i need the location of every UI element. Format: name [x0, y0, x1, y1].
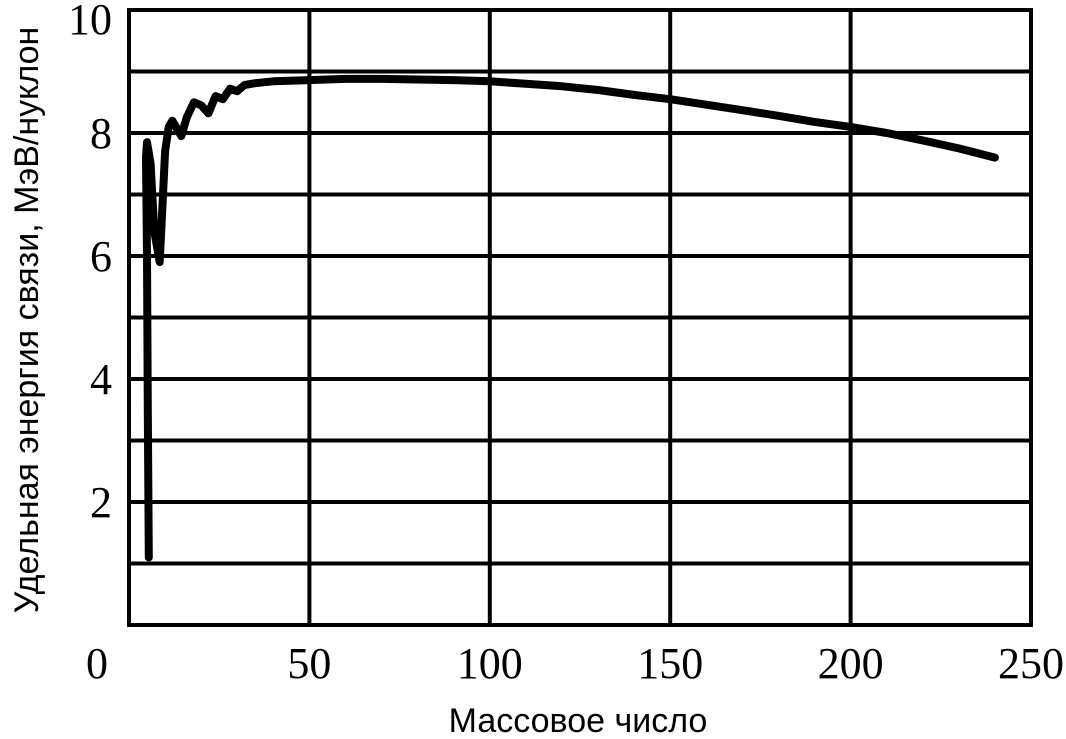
grid [129, 10, 1031, 625]
y-tick-label: 8 [90, 109, 112, 158]
y-tick-label: 10 [68, 0, 112, 44]
y-tick-label: 6 [90, 232, 112, 281]
x-axis-title: Массовое число [449, 702, 708, 739]
x-tick-label: 0 [86, 639, 108, 688]
x-tick-label: 250 [998, 639, 1064, 688]
x-tick-label: 200 [818, 639, 884, 688]
y-axis-title: Удельная энергия связи, МэВ/нуклон [8, 27, 46, 614]
x-tick-labels: 0 50 100 150 200 250 [86, 639, 1064, 688]
x-tick-label: 50 [287, 639, 331, 688]
y-tick-label: 2 [90, 478, 112, 527]
x-tick-label: 100 [457, 639, 523, 688]
y-tick-labels: 2 4 6 8 10 [68, 0, 112, 527]
plot-frame [127, 8, 1033, 627]
x-tick-label: 150 [637, 639, 703, 688]
y-tick-label: 4 [90, 355, 112, 404]
binding-energy-curve [142, 74, 999, 562]
